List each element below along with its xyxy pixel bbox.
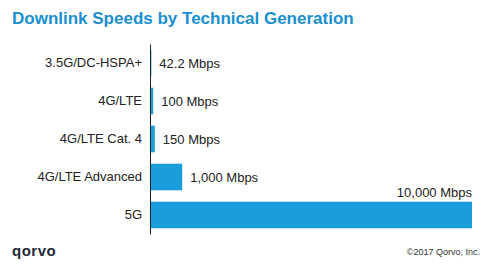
bars bbox=[150, 50, 472, 229]
category-label: 4G/LTE Advanced bbox=[37, 169, 142, 184]
bar bbox=[150, 164, 182, 191]
bar bbox=[150, 202, 472, 229]
category-label: 4G/LTE bbox=[98, 93, 142, 108]
tick: 3.5G/DC-HSPA+ bbox=[45, 55, 142, 70]
category-label: 4G/LTE Cat. 4 bbox=[60, 131, 142, 146]
data-label: 42.2 Mbps bbox=[159, 56, 220, 71]
data-label: 10,000 Mbps bbox=[397, 185, 473, 200]
tick: 4G/LTE Cat. 4 bbox=[60, 131, 142, 146]
chart-title: Downlink Speeds by Technical Generation bbox=[12, 9, 354, 28]
copyright: ©2017 Qorvo, Inc. bbox=[407, 247, 480, 257]
data-labels: 42.2 Mbps 100 Mbps 150 Mbps 1,000 Mbps 10,00… bbox=[159, 56, 472, 200]
tick: 5G bbox=[125, 207, 142, 222]
axis-line bbox=[150, 45, 151, 235]
category-label: 3.5G/DC-HSPA+ bbox=[45, 55, 142, 70]
tick: 4G/LTE bbox=[98, 93, 142, 108]
data-label: 1,000 Mbps bbox=[190, 170, 258, 185]
chart-container: Downlink Speeds by Technical Generation 3… bbox=[0, 0, 490, 265]
background bbox=[0, 0, 490, 265]
logo: qorvo bbox=[12, 242, 56, 259]
data-label: 150 Mbps bbox=[163, 132, 221, 147]
category-label: 5G bbox=[125, 207, 142, 222]
chart-svg: Downlink Speeds by Technical Generation 3… bbox=[0, 0, 490, 265]
data-label: 100 Mbps bbox=[161, 94, 219, 109]
tick: 4G/LTE Advanced bbox=[37, 169, 142, 184]
y-axis: 3.5G/DC-HSPA+ 4G/LTE 4G/LTE Cat. 4 4G/LTE A… bbox=[37, 45, 150, 235]
